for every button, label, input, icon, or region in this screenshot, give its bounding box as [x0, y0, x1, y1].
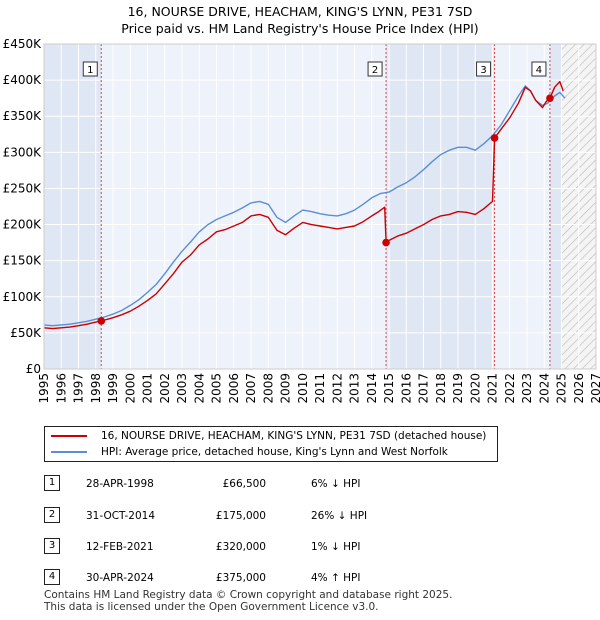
x-tick-label: 2010: [296, 373, 310, 404]
sale-hpi-diff: 6% ↓ HPI: [311, 478, 361, 490]
sale-label-box: [367, 61, 383, 77]
shaded-band: [494, 44, 550, 369]
sale-hpi-diff: 4% ↑ HPI: [311, 572, 361, 584]
chart-title-line1: 16, NOURSE DRIVE, HEACHAM, KING'S LYNN, …: [127, 4, 473, 19]
y-tick-label: £150K: [3, 254, 43, 268]
y-tick-label: £250K: [3, 181, 43, 195]
x-tick-label: 2002: [158, 373, 172, 404]
sale-date: 28-APR-1998: [86, 478, 154, 490]
x-tick-label: 2013: [348, 373, 362, 404]
x-tick-label: 1998: [89, 373, 103, 404]
chart-title-line2: Price paid vs. HM Land Registry's House …: [121, 21, 479, 36]
y-tick-label: £450K: [3, 37, 43, 51]
y-tick-label: £400K: [3, 73, 43, 87]
sale-label-2: 2: [367, 61, 383, 77]
y-tick-label: £100K: [3, 290, 43, 304]
x-tick-label: 2009: [279, 373, 293, 404]
sale-number-badge: 3: [44, 538, 60, 554]
sale-date: 31-OCT-2014: [86, 510, 155, 522]
x-tick-label: 2018: [434, 373, 448, 404]
x-tick-label: 2011: [313, 373, 327, 404]
sale-number-badge: 2: [44, 507, 60, 523]
sale-label-3: 3: [476, 61, 492, 77]
hpi-line: [44, 85, 566, 327]
y-tick-label: £50K: [10, 326, 42, 340]
sale-date: 12-FEB-2021: [86, 541, 154, 553]
x-tick-label: 2024: [537, 373, 551, 404]
sale-label-text: 3: [480, 65, 486, 76]
x-tick-label: 2015: [382, 373, 396, 404]
legend-item-hpi: HPI: Average price, detached house, King…: [51, 444, 448, 460]
x-tick-label: 2026: [572, 373, 586, 404]
x-tick-label: 2025: [555, 373, 569, 404]
x-tick-label: 1995: [37, 373, 51, 404]
x-tick-label: 2006: [227, 373, 241, 404]
x-tick-label: 2004: [192, 373, 206, 404]
x-tick-label: 2019: [451, 373, 465, 404]
x-tick-label: 1999: [106, 373, 120, 404]
sale-price: £66,500: [222, 478, 266, 490]
legend-swatch-hpi: [51, 451, 87, 453]
sale-point: [97, 317, 106, 325]
y-tick-label: £350K: [3, 109, 43, 123]
x-tick-label: 2012: [330, 373, 344, 404]
x-tick-label: 2027: [589, 373, 600, 404]
shaded-band: [44, 44, 102, 369]
sale-point: [382, 238, 390, 247]
x-tick-label: 2000: [123, 373, 137, 404]
legend-item-property: 16, NOURSE DRIVE, HEACHAM, KING'S LYNN, …: [51, 428, 486, 444]
x-tick-label: 1997: [72, 373, 86, 404]
x-tick-label: 2003: [175, 373, 189, 404]
x-tick-label: 2022: [503, 373, 517, 404]
x-tick-label: 2005: [210, 373, 224, 404]
table-row: 4 30-APR-2024 £375,000 4% ↑ HPI: [44, 569, 444, 587]
sale-label-box: [476, 61, 492, 77]
table-row: 2 31-OCT-2014 £175,000 26% ↓ HPI: [44, 507, 444, 525]
sale-hpi-diff: 1% ↓ HPI: [311, 541, 361, 553]
x-tick-label: 1996: [54, 373, 68, 404]
legend-swatch-property: [51, 435, 87, 437]
sale-label-1: 1: [82, 61, 98, 77]
sale-number-badge: 1: [44, 475, 60, 491]
shaded-band: [549, 44, 562, 369]
legend-label-hpi: HPI: Average price, detached house, King…: [101, 446, 448, 458]
footer-licence: This data is licensed under the Open Gov…: [44, 601, 379, 613]
sale-date: 30-APR-2024: [86, 572, 154, 584]
y-tick-label: £300K: [3, 145, 43, 159]
y-tick-label: £200K: [3, 218, 43, 232]
x-tick-label: 2014: [365, 373, 379, 404]
sale-label-text: 4: [536, 65, 542, 76]
sale-point: [490, 134, 499, 142]
sale-price: £320,000: [215, 541, 266, 553]
table-row: 3 12-FEB-2021 £320,000 1% ↓ HPI: [44, 538, 444, 556]
sale-label-box: [82, 61, 98, 77]
footer-copyright: Contains HM Land Registry data © Crown c…: [44, 589, 453, 601]
legend-label-property: 16, NOURSE DRIVE, HEACHAM, KING'S LYNN, …: [101, 430, 487, 442]
x-tick-label: 2021: [486, 373, 500, 404]
x-tick-label: 2001: [141, 373, 155, 404]
x-tick-label: 2007: [244, 373, 258, 404]
x-tick-label: 2017: [417, 373, 431, 404]
sale-point: [546, 94, 554, 102]
chart-legend: 16, NOURSE DRIVE, HEACHAM, KING'S LYNN, …: [44, 426, 498, 462]
table-row: 1 28-APR-1998 £66,500 6% ↓ HPI: [44, 475, 444, 493]
sale-label-text: 2: [372, 65, 378, 76]
sale-price: £175,000: [215, 510, 266, 522]
sale-hpi-diff: 26% ↓ HPI: [311, 510, 368, 522]
y-tick-label: £0: [26, 362, 41, 376]
x-tick-label: 2020: [468, 373, 482, 404]
price-chart: 1 2 3 4 £0 £50K £100K £150K £200K £250K £300K £350K…: [3, 37, 600, 404]
x-tick-label: 2016: [399, 373, 413, 404]
sale-label-text: 1: [87, 65, 93, 76]
sale-label-box: [531, 61, 547, 77]
property-price-line: [44, 80, 564, 330]
sale-label-4: 4: [531, 61, 547, 77]
x-tick-label: 2023: [520, 373, 534, 404]
sale-price: £375,000: [215, 572, 266, 584]
sale-number-badge: 4: [44, 569, 60, 585]
x-tick-label: 2008: [261, 373, 275, 404]
plot-frame: [43, 43, 597, 370]
